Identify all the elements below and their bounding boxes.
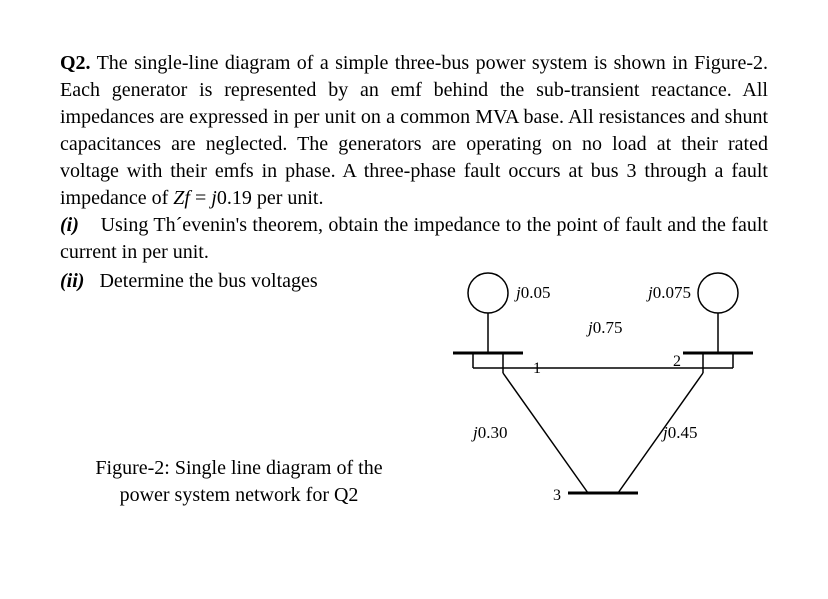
line13-label: j0.30 (471, 423, 507, 442)
zf-var: Zf (173, 187, 190, 209)
part-ii-label: (ii) (60, 270, 84, 292)
caption-line1: Figure-2: Single line diagram of the (95, 457, 382, 479)
question-label: Q2. (60, 52, 91, 74)
gen1-z-label: j0.05 (514, 283, 550, 302)
question-paragraph: Q2. The single-line diagram of a simple … (60, 50, 768, 212)
caption-line2: power system network for Q2 (120, 484, 359, 506)
zf-num: 0.19 per unit. (217, 187, 324, 209)
bus2-num: 2 (673, 353, 681, 370)
part-i: (i) Using Th´evenin's theorem, obtain th… (60, 212, 768, 266)
line13 (503, 373, 588, 493)
part-i-text: Using Th´evenin's theorem, obtain the im… (60, 214, 768, 263)
figure-caption: Figure-2: Single line diagram of the pow… (60, 455, 418, 509)
bus1-num: 1 (533, 360, 541, 377)
question-text: The single-line diagram of a simple thre… (60, 52, 768, 209)
single-line-diagram: j0.05 j0.075 j0.75 j0.30 j0.45 1 2 3 (418, 268, 768, 528)
line12-label: j0.75 (586, 318, 622, 337)
bus3-num: 3 (553, 487, 561, 504)
gen2-z-label: j0.075 (646, 283, 691, 302)
line23-label: j0.45 (661, 423, 697, 442)
part-i-label: (i) (60, 214, 79, 236)
part-ii-text: Determine the bus voltages (99, 270, 317, 292)
zf-eq: = (190, 187, 211, 209)
part-ii: (ii) Determine the bus voltages (60, 268, 418, 295)
gen2-icon (698, 273, 738, 313)
gen1-icon (468, 273, 508, 313)
